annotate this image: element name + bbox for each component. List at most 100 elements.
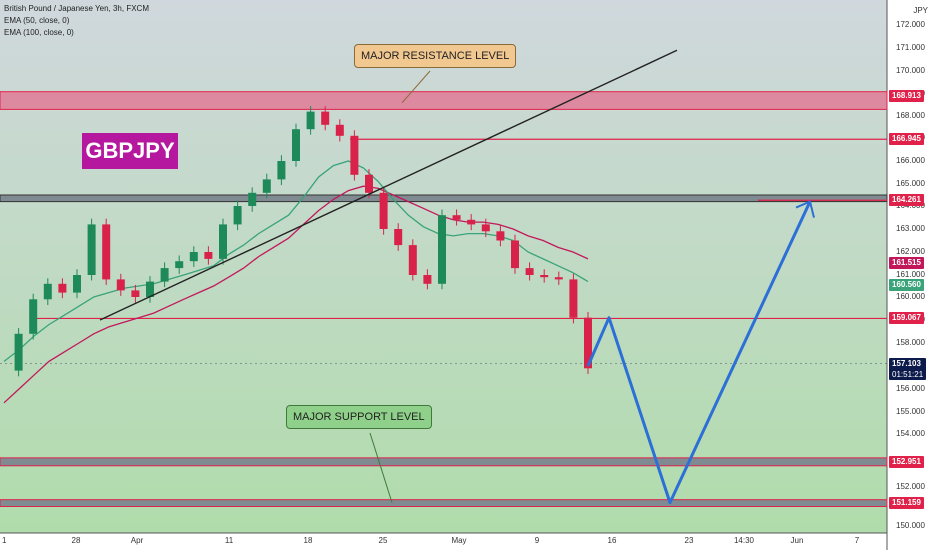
trend-line bbox=[99, 49, 678, 321]
support-callout: MAJOR SUPPORT LEVEL bbox=[286, 405, 432, 429]
candle bbox=[569, 279, 578, 318]
ema100-value-tag: 161.515 bbox=[889, 257, 924, 270]
bar-countdown: 01:51:21 bbox=[892, 369, 924, 379]
candle bbox=[452, 215, 461, 220]
candle bbox=[438, 215, 446, 284]
currency-unit: JPY bbox=[913, 6, 928, 15]
price-tick-label: 150.000 bbox=[896, 521, 925, 530]
candle bbox=[14, 333, 23, 371]
ema50-value-tag: 160.560 bbox=[889, 278, 924, 291]
candle bbox=[481, 224, 490, 232]
price-tick-label: 165.000 bbox=[896, 179, 925, 188]
candle bbox=[248, 192, 257, 206]
candle bbox=[394, 229, 403, 246]
candle bbox=[350, 135, 359, 175]
candle bbox=[423, 275, 432, 284]
price-tick-label: 161.000 bbox=[896, 270, 925, 279]
current-price-tag: 157.103 01:51:21 bbox=[889, 357, 927, 380]
time-tick-label: May bbox=[451, 536, 467, 545]
symbol-title: British Pound / Japanese Yen, 3h, FXCM bbox=[4, 4, 149, 13]
candle bbox=[29, 299, 38, 334]
support-zone-151 bbox=[0, 499, 888, 507]
price-tick-label: 171.000 bbox=[896, 43, 925, 52]
price-tick-label: 162.000 bbox=[896, 247, 925, 256]
price-tick-label: 172.000 bbox=[896, 20, 925, 29]
projection-arrowhead bbox=[795, 200, 815, 218]
price-tick-label: 160.000 bbox=[896, 292, 925, 301]
candle bbox=[292, 129, 300, 161]
symbol-badge: GBPJPY bbox=[82, 133, 178, 169]
price-tick-label: 155.000 bbox=[896, 407, 925, 416]
current-price-value: 157.103 bbox=[892, 358, 921, 368]
candle bbox=[175, 261, 184, 269]
candle bbox=[233, 206, 242, 225]
candle bbox=[58, 283, 67, 293]
candle bbox=[467, 219, 476, 225]
time-tick-label: 16 bbox=[607, 536, 617, 545]
price-tick-label: 170.000 bbox=[896, 66, 925, 75]
price-tick-label: 168.000 bbox=[896, 111, 925, 120]
candle bbox=[146, 281, 154, 297]
candle bbox=[87, 224, 96, 275]
candle bbox=[496, 231, 505, 241]
gray-zone-164 bbox=[0, 194, 888, 203]
resistance-pointer bbox=[401, 70, 431, 104]
support-zone-152 bbox=[0, 457, 888, 467]
price-tick-label: 163.000 bbox=[896, 224, 925, 233]
price-tick-label: 154.000 bbox=[896, 429, 925, 438]
candle bbox=[335, 124, 344, 136]
level-tag-168: 168.913 bbox=[889, 89, 924, 102]
level-tag-164: 164.261 bbox=[889, 194, 924, 207]
support-callout-text: MAJOR SUPPORT LEVEL bbox=[293, 411, 425, 423]
candle bbox=[584, 317, 592, 369]
ema50-line bbox=[3, 160, 589, 362]
candle bbox=[306, 111, 315, 130]
candle bbox=[525, 268, 534, 275]
time-tick-label: Apr bbox=[130, 536, 144, 545]
level-tag-159: 159.067 bbox=[889, 312, 924, 325]
candle bbox=[73, 275, 81, 293]
candle bbox=[116, 279, 125, 291]
time-axis-background bbox=[0, 533, 887, 550]
time-tick-label: 18 bbox=[303, 536, 313, 545]
level-tag-151: 151.159 bbox=[889, 497, 924, 510]
candle bbox=[379, 192, 388, 229]
candle bbox=[511, 240, 519, 269]
candle bbox=[262, 179, 271, 193]
projection-path bbox=[586, 200, 812, 505]
time-tick-label: 25 bbox=[378, 536, 388, 545]
ema100-legend[interactable]: EMA (100, close, 0) bbox=[4, 28, 74, 37]
time-tick-label: 14:30 bbox=[733, 536, 755, 545]
time-tick-label: 7 bbox=[854, 536, 860, 545]
time-tick-label: 9 bbox=[534, 536, 540, 545]
resistance-zone bbox=[0, 91, 888, 110]
price-tick-label: 158.000 bbox=[896, 338, 925, 347]
level-tag-152: 152.951 bbox=[889, 455, 924, 468]
candle bbox=[554, 277, 563, 280]
price-tick-label: 152.000 bbox=[896, 482, 925, 491]
ema50-legend[interactable]: EMA (50, close, 0) bbox=[4, 16, 70, 25]
candle bbox=[43, 283, 52, 300]
time-tick-label: 28 bbox=[71, 536, 81, 545]
resistance-callout: MAJOR RESISTANCE LEVEL bbox=[354, 44, 517, 68]
candle bbox=[277, 161, 286, 180]
time-tick-label: 11 bbox=[224, 536, 234, 545]
candle bbox=[189, 252, 198, 262]
candle bbox=[540, 275, 549, 278]
time-tick-label: 23 bbox=[684, 536, 694, 545]
candle bbox=[131, 290, 140, 297]
time-tick-label: 1 bbox=[2, 536, 7, 545]
candle bbox=[219, 224, 227, 259]
candle bbox=[204, 252, 213, 259]
candle bbox=[408, 245, 417, 275]
resistance-callout-text: MAJOR RESISTANCE LEVEL bbox=[361, 50, 510, 62]
candle bbox=[365, 174, 373, 193]
support-pointer bbox=[369, 432, 393, 503]
price-tick-label: 166.000 bbox=[896, 156, 925, 165]
ema100-line bbox=[3, 185, 589, 404]
level-tag-166: 166.945 bbox=[889, 133, 924, 146]
candle bbox=[160, 268, 169, 282]
candle bbox=[102, 224, 111, 280]
